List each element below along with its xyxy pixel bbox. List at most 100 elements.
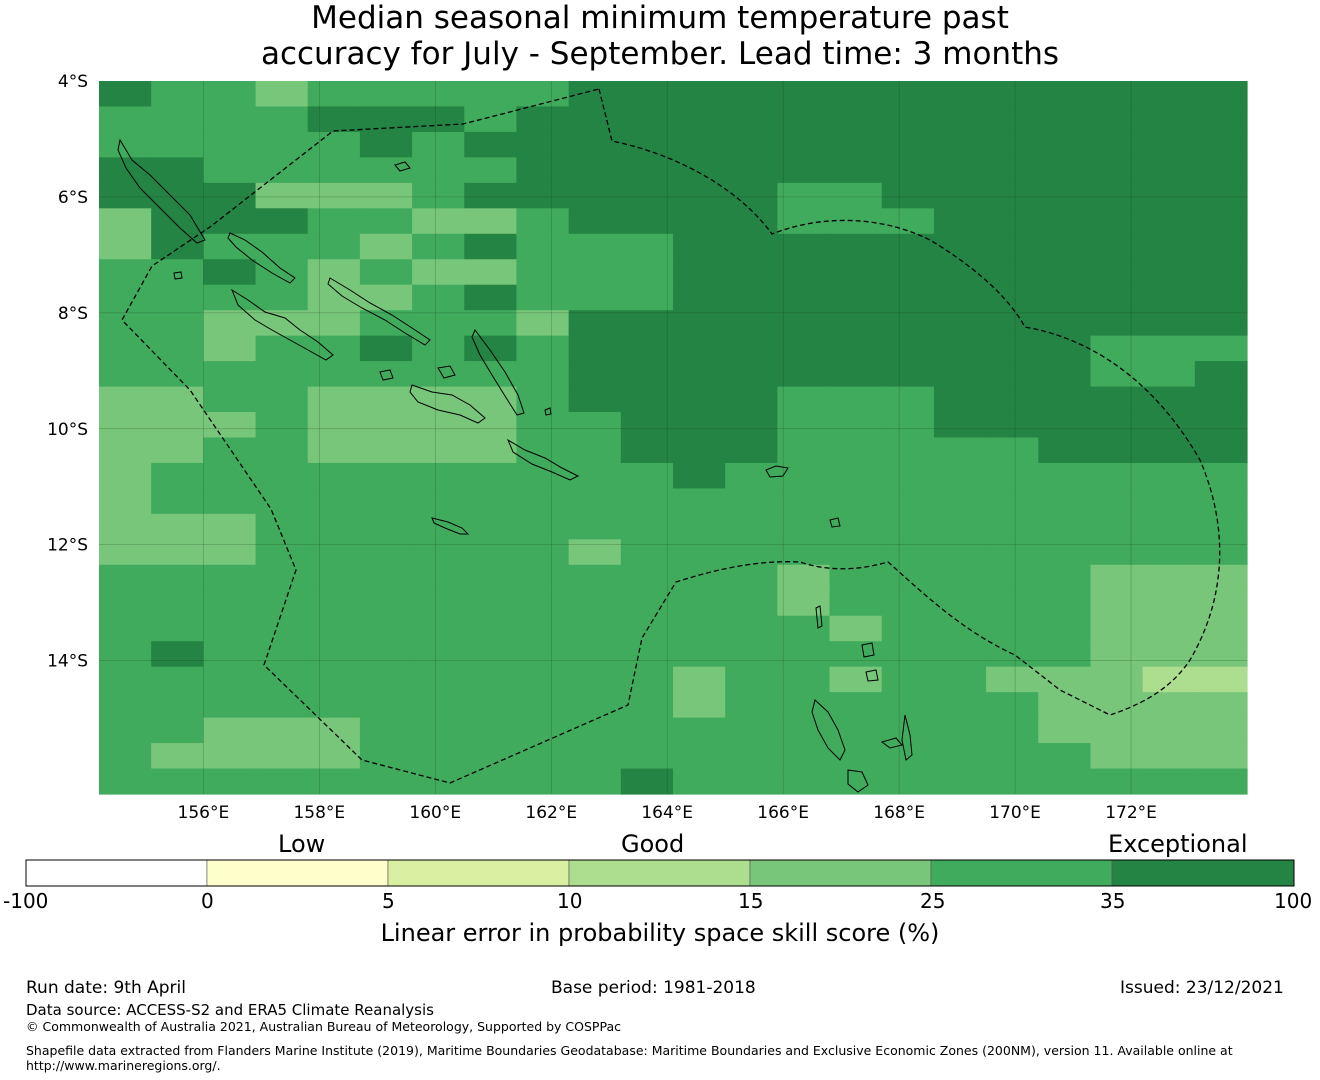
- skill-cell: [933, 81, 987, 108]
- skill-cell: [725, 692, 778, 719]
- skill-cell: [151, 182, 204, 209]
- skill-cell: [777, 590, 831, 617]
- skill-cell: [203, 335, 257, 362]
- latitude-tick-label: 14°S: [47, 652, 88, 672]
- skill-cell: [933, 641, 987, 668]
- skill-cell: [986, 564, 1039, 591]
- skill-cell: [307, 81, 361, 108]
- skill-cell: [99, 157, 152, 184]
- skill-cell: [986, 717, 1039, 744]
- skill-cell: [1194, 564, 1248, 591]
- skill-cell: [1142, 462, 1196, 490]
- skill-cell: [255, 768, 309, 795]
- skill-cell: [1194, 310, 1248, 337]
- skill-cell: [568, 131, 622, 158]
- skill-cell: [255, 564, 309, 591]
- guadalcanal-island: [409, 384, 486, 424]
- skill-cell: [412, 437, 465, 464]
- skill-cell: [881, 513, 935, 540]
- skill-cell: [464, 564, 518, 591]
- skill-cell: [1090, 615, 1144, 642]
- skill-cell: [464, 81, 518, 108]
- skill-cell: [151, 412, 204, 439]
- skill-cell: [620, 386, 674, 413]
- skill-cell: [673, 488, 726, 515]
- map-gridlines: [99, 81, 1247, 794]
- skill-cell: [881, 81, 935, 108]
- skill-cell: [986, 310, 1039, 337]
- skill-cell: [673, 564, 726, 591]
- skill-cell: [933, 539, 987, 566]
- skill-cell: [1090, 386, 1144, 413]
- skill-cell: [1038, 488, 1092, 515]
- skill-cell: [1142, 539, 1196, 566]
- skill-cell: [1090, 157, 1144, 184]
- skill-cell: [568, 335, 622, 362]
- skill-cell: [673, 310, 726, 337]
- skill-cell: [412, 488, 465, 515]
- skill-cell: [516, 81, 570, 108]
- colorbar-segment: [206, 859, 389, 887]
- skill-cell: [986, 615, 1039, 642]
- skill-cell: [829, 131, 883, 158]
- skill-cell: [255, 539, 309, 566]
- skill-cell: [986, 259, 1039, 286]
- skill-cell: [255, 259, 309, 286]
- chart-title: Median seasonal minimum temperature past…: [0, 0, 1320, 72]
- colorbar-axis-label: Linear error in probability space skill …: [380, 919, 940, 947]
- skill-cell: [725, 233, 778, 260]
- skill-cell: [1142, 615, 1196, 642]
- longitude-tick-label: 164°E: [641, 803, 693, 823]
- skill-cell: [464, 131, 518, 158]
- skill-cell: [725, 743, 778, 770]
- colorbar-segment: [568, 859, 751, 887]
- skill-cell: [725, 641, 778, 668]
- skill-cell: [673, 106, 726, 133]
- skill-cell: [464, 259, 518, 286]
- skill-cell: [151, 590, 204, 617]
- rennell-island: [431, 517, 470, 535]
- skill-cell: [307, 590, 361, 617]
- skill-cell: [516, 717, 570, 744]
- skill-cell: [464, 462, 518, 490]
- skill-cell: [1038, 513, 1092, 540]
- skill-cell: [1142, 768, 1196, 795]
- title-line-2: accuracy for July - September. Lead time…: [260, 36, 1060, 72]
- skill-cell: [412, 208, 465, 235]
- skill-cell: [99, 361, 152, 388]
- skill-cell: [829, 743, 883, 770]
- skill-cell: [881, 615, 935, 642]
- skill-cell: [255, 284, 309, 311]
- skill-cell: [986, 233, 1039, 260]
- skill-cell: [99, 81, 152, 108]
- skill-cell: [1090, 513, 1144, 540]
- skill-cell: [673, 641, 726, 668]
- skill-cell: [1090, 539, 1144, 566]
- skill-cell: [620, 284, 674, 311]
- skill-cell: [1142, 361, 1196, 388]
- skill-cell: [829, 259, 883, 286]
- skill-cell: [881, 208, 935, 235]
- longitude-tick-label: 168°E: [873, 803, 925, 823]
- skill-cell: [516, 386, 570, 413]
- skill-cell: [307, 157, 361, 184]
- skill-cell: [829, 564, 883, 591]
- map-axis-labels: 156°E 158°E 160°E 162°E 164°E 166°E 168°E 170°E…: [47, 72, 1157, 823]
- skill-cell: [516, 106, 570, 133]
- skill-cell: [1038, 412, 1092, 439]
- skill-cell: [151, 233, 204, 260]
- skill-cell: [986, 692, 1039, 719]
- skill-cell: [1194, 743, 1248, 770]
- skill-cell: [203, 513, 257, 540]
- colorbar-tick-label: 35: [1100, 889, 1126, 913]
- skill-cell: [881, 462, 935, 490]
- skill-cell: [568, 513, 622, 540]
- colorbar-tick-label: 10: [557, 889, 583, 913]
- skill-cell: [1194, 131, 1248, 158]
- skill-cell: [881, 106, 935, 133]
- skill-cell: [725, 488, 778, 515]
- skill-cell: [725, 81, 778, 108]
- skill-cell: [673, 437, 726, 464]
- skill-cell: [1038, 666, 1092, 693]
- skill-cell: [99, 743, 152, 770]
